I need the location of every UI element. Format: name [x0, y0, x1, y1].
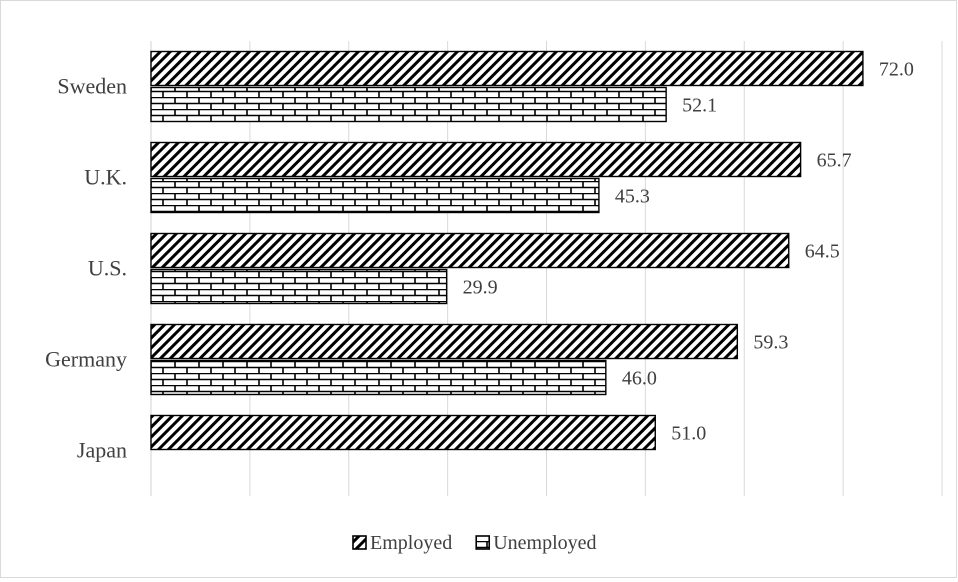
data-label: 46.0 [622, 368, 657, 390]
bar-employed [150, 50, 864, 87]
bar-employed [150, 141, 802, 178]
data-label: 65.7 [817, 150, 852, 172]
bars [150, 50, 864, 451]
data-label: 72.0 [879, 59, 914, 81]
data-label: 51.0 [671, 423, 706, 445]
data-label: 52.1 [682, 95, 717, 117]
legend-item-unemployed: Unemployed [475, 532, 597, 554]
labels: Sweden 72.0 52.1 U.K. 65.7 45.3 U.S. 64.5 29.9 Ge… [45, 59, 914, 463]
bar-unemployed [150, 177, 600, 214]
category-label: Germany [45, 347, 127, 372]
bar-unemployed [150, 86, 667, 123]
category-label: Sweden [57, 74, 127, 99]
data-label: 59.3 [753, 332, 788, 354]
data-label: 64.5 [805, 241, 840, 263]
legend-label: Employed [370, 532, 452, 554]
bar-unemployed [150, 359, 607, 396]
legend-swatch [475, 535, 491, 550]
category-label: Japan [77, 438, 127, 463]
bar-employed [150, 232, 790, 269]
data-label: 45.3 [615, 186, 650, 208]
bar-employed [150, 414, 656, 451]
legend-swatch [352, 535, 367, 550]
bar-unemployed [150, 268, 448, 305]
category-label: U.K. [84, 165, 127, 190]
legend: Employed Unemployed [352, 532, 597, 554]
category-label: U.S. [88, 256, 127, 281]
legend-label: Unemployed [493, 532, 596, 554]
bar-employed [150, 323, 739, 360]
legend-item-employed: Employed [352, 532, 452, 554]
data-label: 29.9 [463, 277, 498, 299]
